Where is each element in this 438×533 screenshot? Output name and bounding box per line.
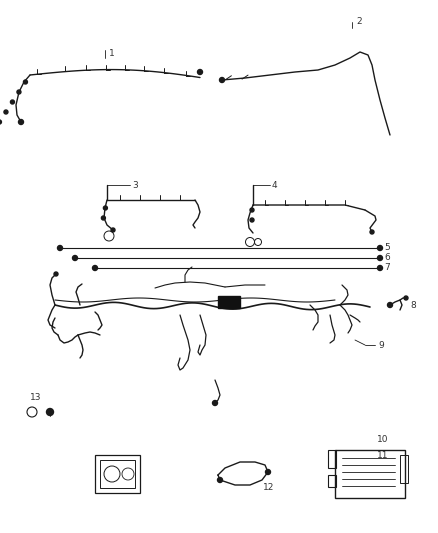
Circle shape <box>219 77 225 83</box>
Circle shape <box>378 255 382 261</box>
Text: 10: 10 <box>377 435 389 445</box>
Circle shape <box>212 400 218 406</box>
Circle shape <box>18 119 24 125</box>
Bar <box>335 450 405 498</box>
Circle shape <box>378 265 382 271</box>
Circle shape <box>73 255 78 261</box>
Circle shape <box>57 246 63 251</box>
Circle shape <box>24 80 28 84</box>
Text: 6: 6 <box>384 254 390 262</box>
Circle shape <box>11 100 14 104</box>
Text: 9: 9 <box>378 341 384 350</box>
Circle shape <box>102 216 106 220</box>
Text: 12: 12 <box>263 483 274 492</box>
Bar <box>218 296 240 308</box>
Circle shape <box>218 478 223 482</box>
Circle shape <box>265 470 271 474</box>
Text: 4: 4 <box>272 181 278 190</box>
Circle shape <box>0 120 1 124</box>
Text: 5: 5 <box>384 244 390 253</box>
Text: 2: 2 <box>356 18 362 27</box>
Circle shape <box>92 265 98 271</box>
Bar <box>95 455 140 493</box>
Circle shape <box>370 230 374 234</box>
Text: 11: 11 <box>377 450 389 459</box>
Text: 7: 7 <box>384 263 390 272</box>
Circle shape <box>250 218 254 222</box>
Circle shape <box>198 69 202 75</box>
Circle shape <box>46 408 53 416</box>
Circle shape <box>17 90 21 94</box>
Bar <box>100 460 135 488</box>
Circle shape <box>4 110 8 114</box>
Circle shape <box>54 272 58 276</box>
Text: 3: 3 <box>132 181 138 190</box>
Bar <box>400 455 408 483</box>
Text: 1: 1 <box>109 49 115 58</box>
Text: 13: 13 <box>30 393 42 402</box>
Circle shape <box>404 296 408 300</box>
Circle shape <box>378 246 382 251</box>
Text: 8: 8 <box>410 301 416 310</box>
Circle shape <box>388 303 392 308</box>
Bar <box>328 450 336 468</box>
Circle shape <box>111 228 115 232</box>
Circle shape <box>103 206 107 210</box>
Bar <box>328 475 336 487</box>
Circle shape <box>250 208 254 212</box>
